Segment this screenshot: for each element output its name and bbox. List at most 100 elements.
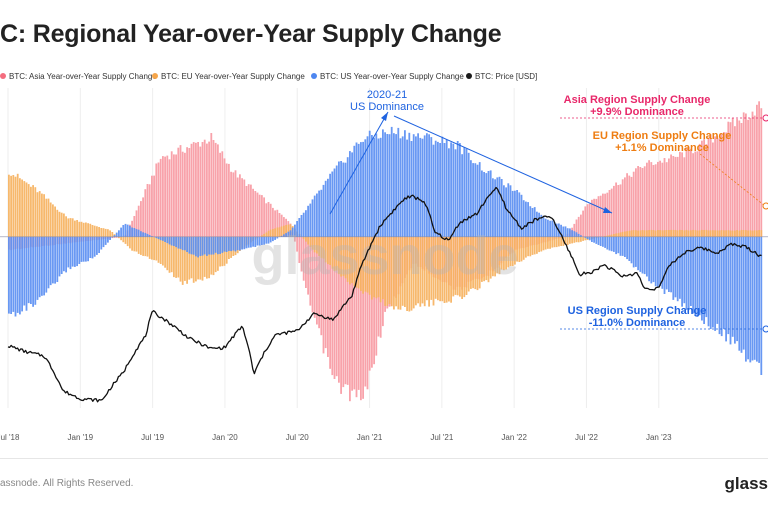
- eu-bar: [344, 236, 347, 279]
- eu-bar: [401, 236, 404, 306]
- legend-item-eu[interactable]: BTC: EU Year-over-Year Supply Change: [152, 72, 305, 81]
- eu-bar: [324, 236, 327, 263]
- asia-bar: [652, 165, 655, 237]
- eu-bar: [335, 236, 338, 271]
- us-bar: [547, 219, 549, 237]
- us-bar: [151, 236, 153, 237]
- eu-bar: [342, 236, 345, 277]
- us-bar: [113, 235, 116, 237]
- us-bar: [540, 214, 543, 237]
- asia-bar: [593, 198, 595, 237]
- us-bar: [346, 157, 349, 237]
- us-bar: [263, 236, 265, 245]
- us-bar: [584, 236, 587, 238]
- eu-guide: [699, 153, 766, 207]
- us-bar: [91, 236, 94, 259]
- eu-bar: [756, 230, 758, 237]
- us-bar: [225, 236, 228, 252]
- us-bar: [54, 236, 56, 284]
- us-bar: [439, 143, 441, 237]
- eu-bar: [643, 230, 646, 237]
- asia-bar: [329, 236, 331, 369]
- eu-bar: [417, 236, 419, 304]
- us-bar: [725, 236, 727, 342]
- us-bar: [357, 143, 360, 237]
- asia-bar: [696, 151, 699, 237]
- us-bar: [635, 236, 637, 267]
- eu-bar: [52, 204, 54, 237]
- eu-bar: [142, 236, 144, 256]
- eu-bar: [582, 236, 584, 241]
- eu-bar: [694, 230, 697, 237]
- us-bar: [734, 236, 736, 344]
- eu-bar: [461, 236, 463, 299]
- eu-bar: [190, 236, 193, 279]
- us-bar: [203, 236, 206, 255]
- legend-item-price[interactable]: BTC: Price [USD]: [466, 72, 537, 81]
- asia-bar: [639, 167, 642, 237]
- eu-bar: [663, 230, 666, 237]
- us-bar: [219, 236, 221, 254]
- us-bar: [663, 236, 666, 294]
- asia-bar: [604, 193, 606, 237]
- us-bar: [217, 236, 219, 255]
- asia-bar: [305, 236, 307, 288]
- us-bar: [333, 168, 336, 237]
- eu-bar: [8, 174, 10, 237]
- us-bar: [465, 148, 468, 237]
- eu-bar: [177, 236, 180, 278]
- eu-bar: [379, 236, 382, 303]
- eu-bar: [382, 236, 384, 300]
- legend: BTC: Asia Year-over-Year Supply Change B…: [0, 70, 768, 86]
- eu-value: +1.1% Dominance: [615, 142, 709, 154]
- eu-bar: [498, 236, 501, 275]
- us-bar: [571, 230, 573, 237]
- us-bar: [481, 170, 483, 237]
- eu-bar: [164, 236, 166, 268]
- eu-bar: [371, 236, 373, 300]
- eu-bar: [393, 236, 395, 310]
- eu-bar: [122, 236, 125, 243]
- asia-bar: [621, 179, 624, 237]
- asia-bar: [188, 148, 191, 237]
- asia-bar: [144, 189, 147, 237]
- asia-bar: [179, 145, 182, 237]
- legend-item-us[interactable]: BTC: US Year-over-Year Supply Change: [311, 72, 464, 81]
- eu-bar: [69, 218, 72, 237]
- eu-bar: [432, 236, 435, 306]
- us-bar: [76, 236, 78, 267]
- us-bar: [602, 236, 604, 247]
- us-bar: [562, 226, 565, 237]
- asia-bar: [276, 209, 279, 237]
- asia-bar: [687, 146, 690, 237]
- eu-bar: [280, 226, 283, 237]
- brand-logo[interactable]: glass: [724, 474, 768, 493]
- eu-bar: [65, 216, 67, 237]
- us-bar: [45, 236, 48, 293]
- asia-bar: [643, 166, 646, 237]
- asia-bar: [157, 162, 160, 237]
- us-bar: [324, 180, 327, 237]
- us-bar: [544, 218, 547, 237]
- eu-bar: [45, 198, 48, 237]
- us-title: US Region Supply Change: [568, 305, 707, 317]
- us-bar: [82, 236, 85, 262]
- us-bar: [118, 230, 120, 237]
- us-bar: [507, 183, 510, 237]
- eu-bar: [192, 236, 195, 283]
- eu-bar: [137, 236, 140, 254]
- legend-item-asia[interactable]: BTC: Asia Year-over-Year Supply Change: [0, 72, 157, 81]
- eu-bar: [527, 236, 529, 257]
- eu-bar: [272, 229, 274, 237]
- us-bar: [434, 140, 437, 237]
- us-bar: [93, 236, 96, 257]
- eu-bar: [151, 236, 153, 260]
- us-bar: [432, 144, 435, 237]
- us-fall-arrowhead: [603, 207, 612, 213]
- asia-bar: [192, 142, 195, 237]
- asia-bar: [320, 236, 323, 336]
- us-bar: [47, 236, 50, 289]
- us-bar: [430, 137, 433, 237]
- eu-bar: [742, 230, 745, 237]
- asia-bar: [296, 236, 298, 252]
